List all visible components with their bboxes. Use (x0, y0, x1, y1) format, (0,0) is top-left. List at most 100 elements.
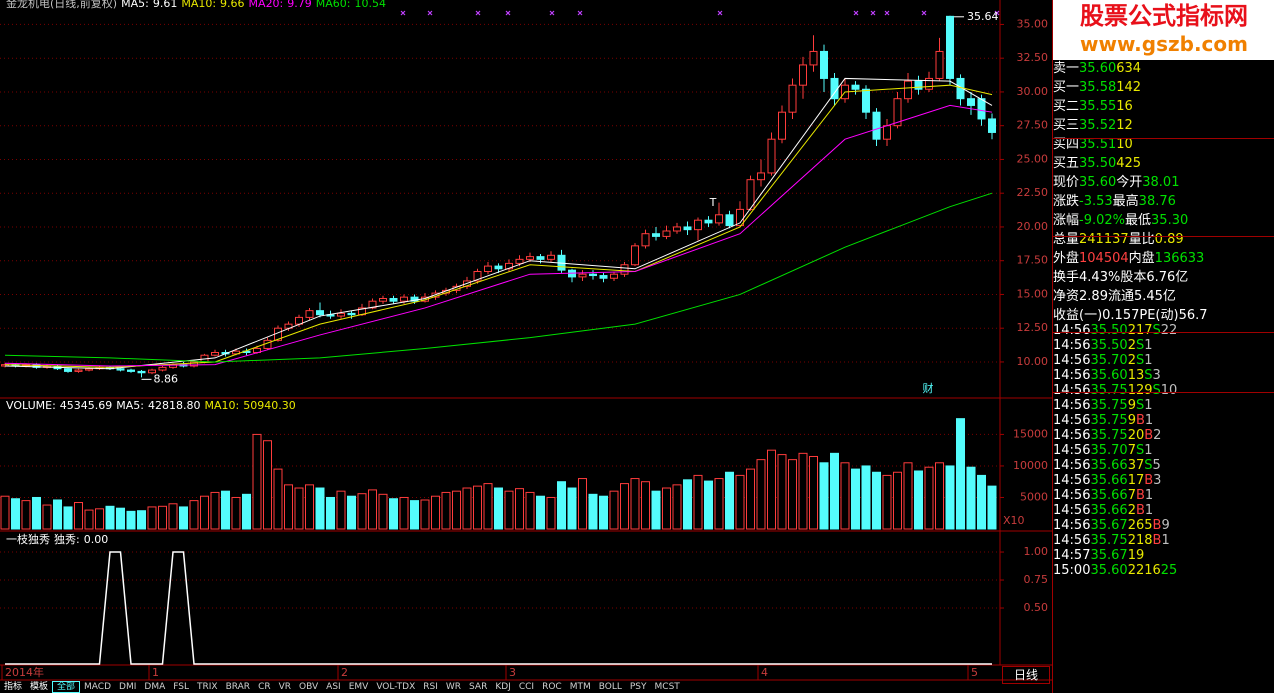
volume-bar (116, 507, 125, 530)
volume-bar (389, 498, 398, 530)
tab[interactable]: MACD (84, 682, 112, 692)
trade-count: 9 (1161, 518, 1170, 533)
period-label[interactable]: 日线 (1002, 666, 1050, 684)
signal-mark (475, 10, 481, 16)
legend-name: MA5: (116, 399, 144, 412)
trade-count: 2 (1153, 428, 1162, 443)
signal-mark (994, 10, 1000, 16)
tab[interactable]: 模板 (30, 682, 49, 692)
stat-row: 外盘104504内盘136633 (1053, 247, 1274, 266)
candle-body (589, 273, 597, 277)
y-tick-label: 25.00 (1017, 152, 1049, 165)
volume-bar (746, 468, 755, 530)
candle-body (148, 369, 156, 374)
separator (1053, 236, 1274, 237)
order-label: 买四 (1053, 137, 1080, 152)
tab[interactable]: MTM (569, 682, 591, 692)
stat-label: 收益(一) (1053, 308, 1103, 323)
tab[interactable]: CCI (518, 682, 535, 692)
tab[interactable]: DMA (144, 682, 166, 692)
ma-line (4, 104, 993, 367)
volume-bar (966, 466, 976, 530)
high-label: 35.64 (967, 10, 999, 23)
candle-body (337, 312, 345, 317)
tab[interactable]: ROC (542, 682, 562, 692)
legend: 金龙机电(日线,前复权) MA5: 9.61 MA10: 9.66 MA20: 9.79 MA… (6, 0, 386, 10)
tab[interactable]: WR (445, 682, 462, 692)
separator (1053, 392, 1274, 393)
trade-side: S (1144, 368, 1153, 383)
tab[interactable]: ASI (326, 682, 341, 692)
y-tick-label: 27.50 (1017, 119, 1049, 132)
candle-body (673, 226, 681, 232)
tab[interactable]: 全部 (52, 681, 81, 693)
volume-bar (53, 499, 62, 530)
volume-bar (620, 483, 629, 530)
tab[interactable]: BRAR (225, 682, 251, 692)
tab[interactable]: VOL-TDX (376, 682, 416, 692)
tab[interactable]: TRIX (197, 682, 218, 692)
candle-body (316, 310, 324, 316)
volume-bar (231, 496, 241, 530)
volume-bar (483, 483, 493, 530)
tab[interactable]: SAR (469, 682, 488, 692)
volume-bar (756, 459, 766, 530)
trade-side: S (1135, 398, 1145, 413)
stat-label: 最高 (1112, 194, 1139, 209)
volume-bar (147, 506, 157, 530)
x-tick-label: 5 (971, 666, 978, 679)
tab[interactable]: CR (258, 682, 271, 692)
candle-body (662, 230, 671, 237)
candle-body (757, 172, 765, 181)
tab[interactable]: PSY (629, 682, 647, 692)
volume-bar (819, 462, 829, 530)
trade-volume: 9 (1127, 413, 1136, 428)
trade-count: 10 (1160, 383, 1178, 398)
legend-title: 一枝独秀 (6, 532, 50, 546)
x-tick-label: 3 (509, 666, 516, 679)
trade-count: 3 (1153, 473, 1162, 488)
candle-body (946, 15, 954, 79)
trade-side: B (1135, 503, 1145, 518)
tab[interactable]: 指标 (4, 682, 23, 692)
tab[interactable]: MCST (654, 682, 680, 692)
candle-body (137, 370, 146, 374)
trade-row: 14:5635.759S1 (1053, 398, 1274, 413)
stat-value: 38.01 (1142, 175, 1180, 190)
volume-bar (11, 498, 20, 530)
tab[interactable]: DMI (119, 682, 137, 692)
candle-body (883, 125, 891, 140)
volume-bar (63, 506, 73, 530)
volume-bar (294, 487, 304, 530)
tab[interactable]: FSL (173, 682, 189, 692)
trade-price: 35.75 (1090, 428, 1128, 443)
volume-bar (903, 462, 913, 530)
trade-row: 14:5635.6637S5 (1053, 458, 1274, 473)
volume-bar (137, 510, 146, 530)
candle-body (305, 310, 314, 318)
tab[interactable]: VR (278, 682, 292, 692)
trade-volume: 7 (1127, 488, 1136, 503)
trade-price: 35.75 (1090, 413, 1128, 428)
trade-row: 14:5635.707S1 (1053, 443, 1274, 458)
tab[interactable]: KDJ (495, 682, 511, 692)
tab[interactable]: OBV (299, 682, 319, 692)
volume-bar (882, 474, 892, 530)
candle-body (799, 64, 807, 86)
tab[interactable]: BOLL (598, 682, 622, 692)
stat-label: 量比 (1128, 232, 1155, 247)
trade-row: 14:5635.759B1 (1053, 413, 1274, 428)
trade-count: 1 (1144, 503, 1154, 518)
tab[interactable]: EMV (348, 682, 369, 692)
volume-bar (924, 466, 934, 530)
volume-bar (263, 440, 272, 530)
stat-value: -3.53 (1079, 194, 1113, 209)
volume-bar (242, 493, 251, 530)
stat-value: 0.89 (1154, 232, 1184, 247)
order-label: 卖一 (1053, 61, 1080, 76)
trade-count: 1 (1144, 398, 1153, 413)
y-tick-label: 12.50 (1017, 321, 1049, 334)
tab[interactable]: RSI (423, 682, 438, 692)
trade-row: 14:5635.50217S22 (1053, 323, 1274, 338)
order-row: 买二35.5516 (1053, 95, 1274, 114)
